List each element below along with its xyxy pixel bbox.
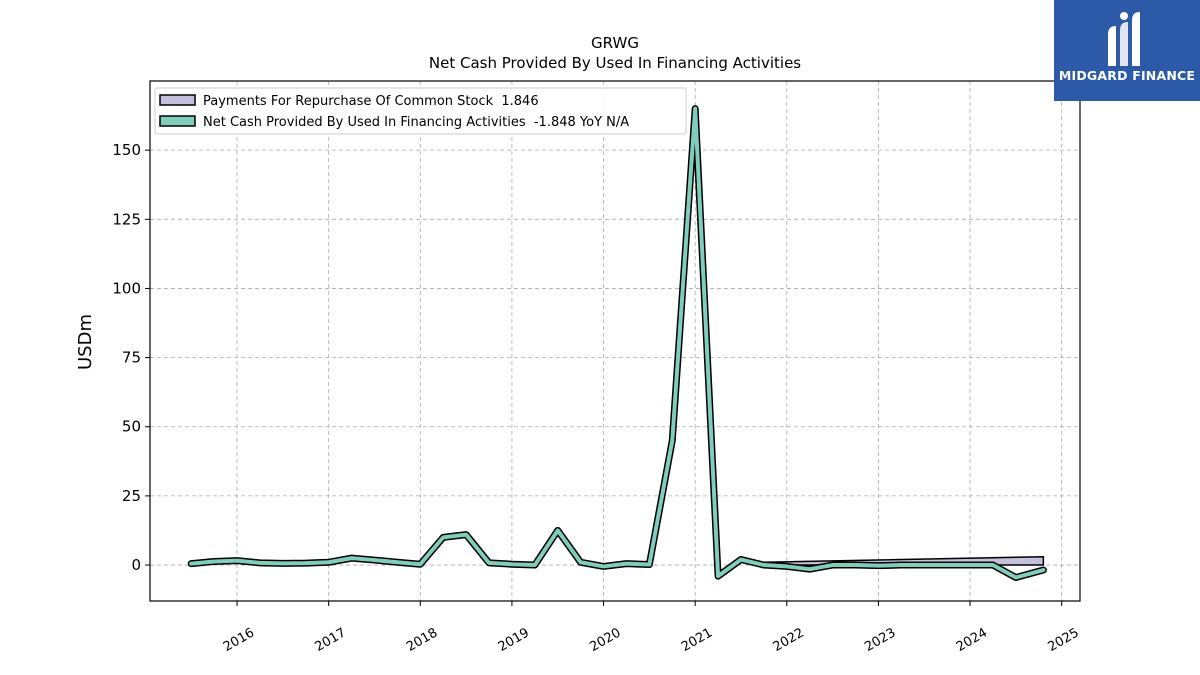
y-tick-label: 50 <box>122 418 141 436</box>
legend-label-repurchase: Payments For Repurchase Of Common Stock … <box>203 94 539 109</box>
brand-logo: MIDGARD FINANCE <box>1054 0 1200 101</box>
plot-area <box>187 105 1047 581</box>
legend-swatch-repurchase <box>159 94 196 106</box>
x-tick-label: 2025 <box>1046 625 1082 655</box>
x-tick-label: 2016 <box>221 625 257 655</box>
x-tick-label: 2022 <box>771 625 807 655</box>
chart-subtitle: Net Cash Provided By Used In Financing A… <box>429 54 801 72</box>
legend: Payments For Repurchase Of Common Stock … <box>154 87 687 135</box>
x-axis: 2016 2017 2018 2019 2020 2021 2022 2023 2024 2025 <box>221 601 1082 655</box>
x-tick-label: 2018 <box>404 625 440 655</box>
logo-text: MIDGARD FINANCE <box>1058 68 1196 83</box>
y-tick-label: 75 <box>122 349 141 367</box>
legend-box <box>154 87 687 135</box>
y-axis-label: USDm <box>75 314 96 370</box>
legend-label-financing: Net Cash Provided By Used In Financing A… <box>203 115 629 130</box>
chart-title: GRWG <box>591 34 639 52</box>
y-tick-label: 150 <box>112 141 141 159</box>
x-tick-label: 2017 <box>313 625 349 655</box>
series-line-financing-outline <box>187 105 1047 581</box>
y-tick-label: 125 <box>112 210 141 228</box>
logo-mark-icon <box>1108 12 1140 66</box>
x-tick-label: 2020 <box>587 625 623 655</box>
legend-swatch-financing <box>159 115 196 127</box>
y-tick-label: 0 <box>131 556 141 574</box>
x-tick-label: 2024 <box>954 625 990 655</box>
plot-frame <box>149 80 1081 602</box>
x-tick-label: 2019 <box>496 625 532 655</box>
x-tick-label: 2021 <box>679 625 715 655</box>
y-tick-label: 100 <box>112 279 141 297</box>
x-tick-label: 2023 <box>862 625 898 655</box>
y-tick-label: 25 <box>122 487 141 505</box>
grid <box>150 81 1080 601</box>
y-axis: 0 25 50 75 100 125 150 <box>112 141 150 574</box>
series-line-financing <box>189 106 1046 580</box>
